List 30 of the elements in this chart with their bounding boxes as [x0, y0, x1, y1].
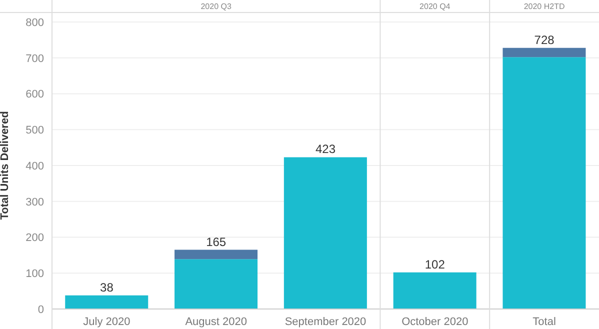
y-tick-label: 100 [26, 268, 44, 280]
x-tick-label: August 2020 [185, 316, 247, 328]
text: 2020 Q3 [200, 2, 232, 11]
bar [393, 272, 476, 309]
x-tick-label: July 2020 [83, 316, 130, 328]
y-axis-title: Total Units Delivered [0, 111, 11, 220]
y-tick-label: 200 [26, 232, 44, 244]
y-tick-label: 0 [38, 304, 44, 316]
y-tick-label: 600 [26, 88, 44, 101]
text: 2020 Q4 [420, 2, 451, 11]
bar [502, 48, 586, 58]
x-tick-label: September 2020 [284, 316, 366, 328]
text: 2020 H2TD [524, 2, 565, 11]
y-tick-label: 500 [26, 124, 44, 137]
y-tick-label: 400 [26, 160, 44, 172]
total-label: 728 [534, 32, 555, 47]
y-tick-label: 700 [26, 52, 44, 65]
x-tick-label: October 2020 [402, 316, 468, 328]
y-tick-label: 300 [26, 196, 44, 208]
bar [174, 259, 258, 309]
x-tick-label: Total [532, 316, 556, 328]
total-label: 102 [424, 257, 446, 272]
total-label: 165 [206, 234, 226, 249]
y-tick-label: 800 [26, 16, 44, 29]
bar [502, 57, 586, 309]
bar [174, 250, 258, 260]
total-label: 423 [315, 142, 336, 156]
bar [65, 295, 148, 309]
total-label: 38 [100, 280, 114, 294]
bar [284, 157, 367, 309]
